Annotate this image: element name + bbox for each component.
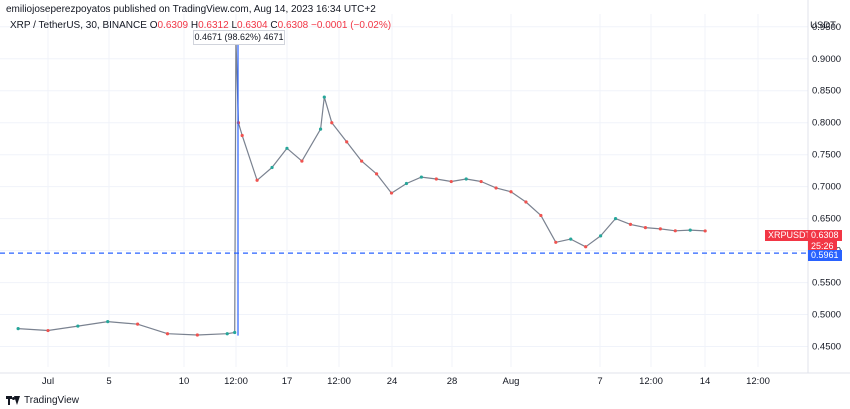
- countdown-tag: 25:26: [808, 241, 837, 252]
- price-change: −0.0001 (−0.02%): [311, 20, 392, 31]
- price-point: [76, 324, 80, 328]
- x-tick-label: 28: [447, 376, 458, 387]
- price-point: [524, 200, 528, 204]
- price-point: [658, 227, 662, 231]
- y-tick-label: 0.9000: [812, 54, 841, 65]
- price-point: [318, 127, 323, 131]
- price-point: [539, 213, 543, 218]
- price-point: [419, 175, 423, 179]
- ohlc-close-value: 0.6308: [277, 20, 309, 31]
- x-tick-label: 12:00: [639, 376, 663, 387]
- y-tick-label: 0.4500: [812, 342, 841, 353]
- price-point: [479, 179, 483, 184]
- price-point: [509, 190, 513, 194]
- currency-label[interactable]: USDT: [810, 20, 836, 31]
- y-tick-label: 0.7000: [812, 182, 841, 193]
- price-point: [195, 333, 199, 337]
- symbol-legend: XRP / TetherUS, 30, BINANCE O0.6309 H0.6…: [10, 20, 391, 31]
- symbol-tag: XRPUSDT: [765, 230, 815, 241]
- x-tick-label: Aug: [503, 376, 520, 387]
- y-tick-label: 0.8500: [812, 86, 841, 97]
- tradingview-logo-icon: [6, 396, 20, 405]
- ohlc-low-label: L: [231, 20, 238, 31]
- price-point: [106, 319, 110, 324]
- price-point: [584, 245, 588, 249]
- price-point: [673, 229, 677, 233]
- ohlc-high-value: 0.6312: [198, 20, 229, 31]
- price-point: [389, 191, 394, 195]
- footer[interactable]: TradingView: [6, 395, 79, 406]
- price-line: [18, 36, 706, 336]
- price-point: [628, 222, 633, 226]
- price-point: [464, 177, 468, 181]
- price-point: [360, 159, 364, 163]
- price-point: [613, 217, 618, 221]
- x-tick-label: 12:00: [224, 376, 248, 387]
- y-tick-label: 0.8000: [812, 118, 841, 129]
- ohlc-open-label: O: [149, 20, 158, 31]
- price-point: [434, 177, 438, 181]
- price-point: [16, 327, 20, 331]
- price-point: [270, 165, 274, 170]
- x-tick-label: 17: [282, 376, 293, 387]
- price-point: [703, 229, 707, 233]
- price-point: [554, 240, 558, 244]
- y-tick-label: 0.6500: [812, 214, 841, 225]
- ohlc-high-label: H: [190, 20, 199, 31]
- price-point: [643, 225, 648, 230]
- price-point: [136, 322, 140, 326]
- price-point: [322, 95, 326, 99]
- price-point: [374, 172, 379, 176]
- x-tick-label: 24: [387, 376, 398, 387]
- price-point: [285, 146, 289, 150]
- price-point: [569, 237, 573, 241]
- price-point: [599, 234, 603, 238]
- publisher-header: emiliojoseperezpoyatos published on Trad…: [6, 4, 376, 15]
- price-point: [300, 159, 304, 163]
- last-price-tag: 0.6308: [808, 230, 842, 241]
- price-point: [46, 328, 50, 333]
- x-tick-label: 10: [179, 376, 190, 387]
- price-point: [165, 332, 170, 336]
- price-point: [255, 178, 259, 182]
- y-tick-label: 0.9500: [812, 22, 841, 33]
- y-tick-label: 0.5500: [812, 278, 841, 289]
- ohlc-low-value: 0.6304: [237, 20, 268, 31]
- x-tick-label: 7: [597, 376, 602, 387]
- x-tick-label: 12:00: [746, 376, 770, 387]
- ohlc-open-value: 0.6309: [157, 20, 189, 31]
- price-point: [494, 186, 498, 190]
- symbol-name: XRP / TetherUS, 30, BINANCE: [10, 20, 147, 31]
- price-point: [688, 228, 692, 232]
- price-point: [240, 133, 244, 138]
- y-tick-label: 0.5000: [812, 310, 841, 321]
- x-tick-label: 14: [700, 376, 711, 387]
- price-point: [449, 179, 453, 184]
- ohlc-close-label: C: [270, 20, 278, 31]
- x-tick-label: 5: [106, 376, 111, 387]
- measure-tooltip: 0.4671 (98.62%) 4671: [193, 30, 285, 45]
- price-point: [225, 332, 229, 336]
- price-point: [404, 181, 409, 186]
- x-tick-label: 12:00: [327, 376, 351, 387]
- horizontal-line-tag: 0.5961: [808, 250, 842, 261]
- footer-brand: TradingView: [24, 395, 80, 406]
- price-point: [345, 140, 349, 144]
- price-point: [233, 330, 237, 335]
- y-tick-label: 0.7500: [812, 150, 841, 161]
- price-point: [330, 121, 334, 125]
- x-tick-label: Jul: [42, 376, 54, 387]
